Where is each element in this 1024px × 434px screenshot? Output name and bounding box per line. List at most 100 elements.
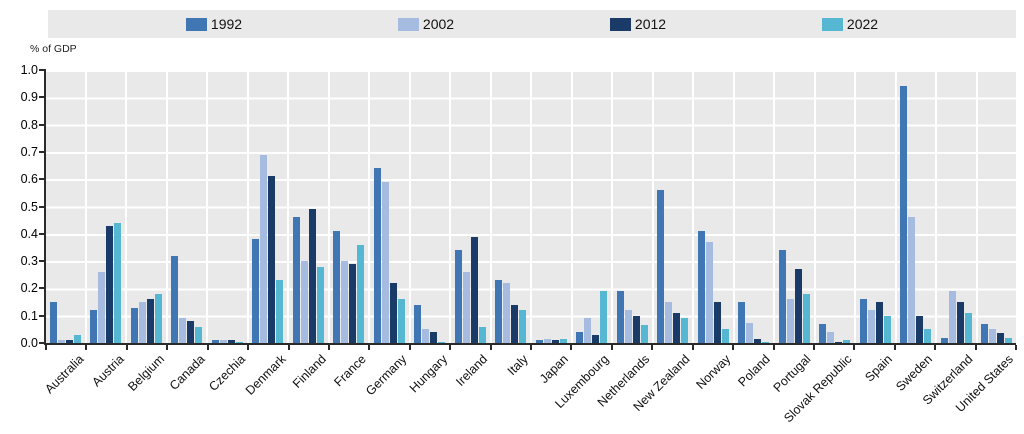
bar-spain-2022 (883, 315, 891, 343)
bar-australia-2022 (73, 334, 81, 343)
x-label-cell-belgium: Belgium (125, 347, 167, 433)
x-tick-mark (449, 345, 452, 350)
bar-group-germany (368, 70, 409, 343)
x-tick-mark (166, 345, 169, 350)
x-label-cell-spain: Spain (854, 347, 895, 433)
bar-france-1992 (333, 231, 341, 343)
x-tick-mark (206, 345, 209, 350)
bar-group-canada (165, 70, 207, 343)
legend-label-2012: 2012 (634, 16, 667, 32)
y-tick-mark (39, 69, 44, 71)
bar-czechia-2002 (219, 340, 227, 343)
legend-swatch-2022 (821, 17, 843, 31)
y-tick-label-1.0: 1.0 (20, 63, 38, 77)
legend-item-1992: 1992 (185, 16, 243, 32)
bar-norway-2012 (713, 302, 721, 343)
bar-finland-1992 (292, 217, 300, 343)
bar-group-switzerland (935, 70, 976, 343)
y-tick-mark (39, 342, 44, 344)
bar-czechia-1992 (211, 340, 219, 343)
x-label-cell-denmark: Denmark (242, 347, 288, 433)
x-label-cell-hungary: Hungary (406, 347, 450, 433)
bar-luxembourg-2002 (584, 318, 592, 343)
bar-group-czechia (206, 70, 247, 343)
x-label-finland: Finland (289, 352, 329, 391)
x-tick-mark (974, 345, 977, 350)
x-tick-mark (934, 345, 937, 350)
bar-netherlands-2022 (640, 325, 648, 343)
y-tick-mark (39, 178, 44, 181)
bar-slovak-republic-2012 (835, 341, 843, 343)
bar-spain-2012 (875, 302, 883, 343)
bar-canada-1992 (171, 255, 179, 343)
bar-sweden-2012 (916, 315, 924, 343)
y-tick-mark (39, 260, 44, 263)
bar-united-states-2002 (989, 329, 997, 343)
x-label-australia: Australia (41, 352, 87, 397)
bar-czechia-2012 (227, 340, 235, 343)
bar-finland-2002 (300, 261, 308, 343)
legend: 1992 2002 2012 2022 (48, 10, 1016, 38)
bar-group-hungary (408, 70, 450, 343)
y-tick-label-0.3: 0.3 (20, 254, 38, 269)
legend-label-2002: 2002 (422, 16, 455, 32)
bar-belgium-2012 (146, 299, 154, 343)
x-tick-mark (812, 345, 815, 350)
bar-sweden-1992 (900, 86, 908, 343)
legend-label-1992: 1992 (210, 16, 243, 32)
bar-france-2012 (349, 263, 357, 343)
bar-canada-2002 (179, 318, 187, 343)
bar-portugal-2022 (802, 293, 810, 343)
bar-group-portugal (773, 70, 814, 343)
x-tick-mark (408, 345, 411, 350)
bar-austria-2022 (114, 222, 122, 343)
x-tick-mark (530, 345, 532, 350)
bar-poland-2002 (746, 322, 754, 343)
legend-swatch-2002 (397, 17, 419, 31)
bar-sweden-2022 (924, 329, 932, 343)
y-tick-label-0.2: 0.2 (20, 281, 38, 296)
bar-denmark-2022 (276, 280, 284, 343)
x-axis-line (44, 343, 1016, 345)
bar-luxembourg-2022 (600, 291, 608, 343)
bar-slovak-republic-2002 (827, 332, 835, 343)
x-label-cell-france: France (329, 347, 369, 433)
bar-group-slovak-republic (813, 70, 855, 343)
x-tick-mark (287, 345, 290, 350)
x-label-france: France (331, 352, 370, 390)
y-tick-mark (39, 96, 44, 99)
x-tick-mark (45, 345, 47, 350)
bar-luxembourg-2012 (592, 334, 600, 343)
bar-japan-2022 (559, 338, 567, 343)
bar-portugal-1992 (778, 250, 786, 343)
x-tick-mark (853, 345, 856, 350)
bar-portugal-2012 (794, 269, 802, 343)
y-tick-mark (39, 314, 44, 317)
x-tick-mark (125, 345, 128, 350)
legend-item-2022: 2022 (821, 16, 878, 32)
bar-group-japan (530, 70, 571, 343)
bar-hungary-2022 (438, 341, 446, 343)
bar-germany-2022 (397, 299, 405, 343)
bar-netherlands-2012 (632, 315, 640, 343)
bar-japan-2012 (551, 340, 559, 343)
bar-denmark-2012 (268, 176, 276, 343)
x-tick-mark (327, 345, 330, 350)
x-tick-mark (247, 345, 250, 350)
bar-group-poland (732, 70, 774, 343)
bar-spain-2002 (867, 310, 875, 343)
y-tick-mark (39, 150, 44, 153)
bar-group-italy (489, 70, 531, 343)
bar-austria-2012 (106, 225, 114, 343)
x-tick-mark (489, 345, 492, 350)
x-label-hungary: Hungary (406, 352, 450, 396)
bar-new-zealand-2022 (681, 318, 689, 343)
x-tick-mark (691, 345, 694, 350)
bar-switzerland-2022 (964, 312, 972, 343)
x-label-cell-czechia: Czechia (206, 347, 248, 433)
bar-group-sweden (894, 70, 936, 343)
x-tick-mark (368, 345, 371, 350)
bar-norway-2022 (721, 329, 729, 343)
bar-germany-2002 (381, 181, 389, 343)
bar-canada-2022 (195, 326, 203, 343)
